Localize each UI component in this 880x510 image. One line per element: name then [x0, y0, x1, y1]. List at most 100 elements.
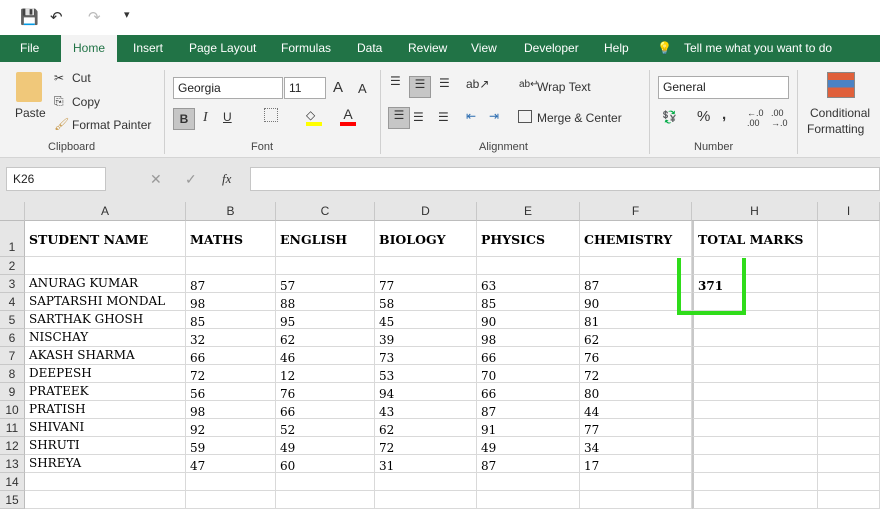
tab-view[interactable]: View [471, 41, 497, 55]
table-cell[interactable]: 94 [375, 383, 477, 401]
tab-developer[interactable]: Developer [524, 41, 579, 55]
table-cell[interactable]: SARTHAK GHOSH [25, 311, 186, 329]
accounting-format-icon[interactable]: 💱 [662, 110, 677, 124]
font-color-icon[interactable]: A [340, 106, 356, 126]
table-cell[interactable]: DEEPESH [25, 365, 186, 383]
column-header-E[interactable]: E [477, 202, 580, 221]
table-cell[interactable] [818, 257, 880, 275]
column-title-cell[interactable] [818, 221, 880, 257]
column-title-cell[interactable]: ENGLISH [276, 221, 375, 257]
column-header-B[interactable]: B [186, 202, 276, 221]
table-cell[interactable]: 12 [276, 365, 375, 383]
table-cell[interactable] [692, 293, 818, 311]
font-size-select[interactable]: 11 [284, 77, 326, 99]
tab-insert[interactable]: Insert [133, 41, 164, 55]
row-header-9[interactable]: 9 [0, 383, 25, 401]
row-header-6[interactable]: 6 [0, 329, 25, 347]
table-cell[interactable] [692, 491, 818, 509]
table-cell[interactable] [375, 257, 477, 275]
cancel-icon[interactable]: ✕ [150, 171, 162, 187]
table-cell[interactable]: 371 [692, 275, 818, 293]
table-cell[interactable] [818, 365, 880, 383]
table-cell[interactable] [186, 257, 276, 275]
table-cell[interactable] [818, 491, 880, 509]
tab-data[interactable]: Data [357, 41, 383, 55]
table-cell[interactable] [580, 473, 692, 491]
table-cell[interactable]: SHRUTI [25, 437, 186, 455]
tab-review[interactable]: Review [408, 41, 448, 55]
table-cell[interactable]: 72 [580, 365, 692, 383]
table-cell[interactable] [477, 473, 580, 491]
table-cell[interactable]: 91 [477, 419, 580, 437]
table-cell[interactable] [692, 311, 818, 329]
table-cell[interactable]: SHREYA [25, 455, 186, 473]
cut-button[interactable]: Cut [72, 71, 91, 85]
top-align-icon[interactable]: ☰ [390, 74, 401, 88]
table-cell[interactable]: 85 [186, 311, 276, 329]
increase-decimal-icon[interactable]: ←.0.00 [747, 108, 764, 128]
table-cell[interactable] [25, 473, 186, 491]
table-cell[interactable]: 44 [580, 401, 692, 419]
row-header-15[interactable]: 15 [0, 491, 25, 509]
table-cell[interactable]: 43 [375, 401, 477, 419]
column-header-H[interactable]: H [692, 202, 818, 221]
italic-button[interactable]: I [203, 110, 208, 125]
format-painter-button[interactable]: Format Painter [72, 118, 152, 132]
table-cell[interactable]: 87 [477, 455, 580, 473]
table-cell[interactable]: 76 [276, 383, 375, 401]
table-cell[interactable]: 46 [276, 347, 375, 365]
table-cell[interactable]: 49 [477, 437, 580, 455]
bold-button[interactable]: B [173, 108, 195, 130]
table-cell[interactable] [692, 257, 818, 275]
percent-button[interactable]: % [697, 108, 711, 125]
table-cell[interactable] [818, 329, 880, 347]
column-header-A[interactable]: A [25, 202, 186, 221]
table-cell[interactable]: 45 [375, 311, 477, 329]
table-cell[interactable]: PRATISH [25, 401, 186, 419]
table-cell[interactable]: 90 [477, 311, 580, 329]
font-name-select[interactable]: Georgia [173, 77, 283, 99]
table-cell[interactable]: 62 [276, 329, 375, 347]
table-cell[interactable] [692, 419, 818, 437]
column-title-cell[interactable]: CHEMISTRY [580, 221, 692, 257]
bottom-align-icon[interactable]: ☰ [439, 76, 450, 90]
table-cell[interactable]: 62 [580, 329, 692, 347]
table-cell[interactable] [692, 455, 818, 473]
table-cell[interactable]: 72 [375, 437, 477, 455]
table-cell[interactable] [818, 401, 880, 419]
table-cell[interactable]: 34 [580, 437, 692, 455]
row-header-4[interactable]: 4 [0, 293, 25, 311]
table-cell[interactable]: 73 [375, 347, 477, 365]
table-cell[interactable] [186, 491, 276, 509]
copy-button[interactable]: Copy [72, 95, 101, 109]
table-cell[interactable]: 17 [580, 455, 692, 473]
align-right-icon[interactable]: ☰ [438, 110, 449, 124]
row-header-11[interactable]: 11 [0, 419, 25, 437]
table-cell[interactable]: 98 [477, 329, 580, 347]
table-cell[interactable] [692, 329, 818, 347]
table-cell[interactable]: 60 [276, 455, 375, 473]
table-cell[interactable]: 31 [375, 455, 477, 473]
table-cell[interactable]: 77 [580, 419, 692, 437]
save-icon[interactable]: 💾 [20, 9, 39, 26]
table-cell[interactable] [477, 491, 580, 509]
row-header-7[interactable]: 7 [0, 347, 25, 365]
row-header-14[interactable]: 14 [0, 473, 25, 491]
table-cell[interactable]: 72 [186, 365, 276, 383]
align-left-icon[interactable]: ☰ [388, 107, 410, 129]
fill-color-icon[interactable]: ◇ [306, 108, 322, 126]
table-cell[interactable] [25, 257, 186, 275]
undo-icon[interactable]: ↶ [50, 9, 63, 26]
table-cell[interactable] [276, 257, 375, 275]
table-cell[interactable] [692, 347, 818, 365]
table-cell[interactable] [818, 437, 880, 455]
table-cell[interactable]: AKASH SHARMA [25, 347, 186, 365]
table-cell[interactable] [692, 401, 818, 419]
enter-icon[interactable]: ✓ [185, 171, 197, 187]
tab-formulas[interactable]: Formulas [281, 41, 332, 55]
table-cell[interactable] [580, 257, 692, 275]
table-cell[interactable] [818, 293, 880, 311]
comma-button[interactable]: , [722, 106, 727, 123]
table-cell[interactable]: 57 [276, 275, 375, 293]
table-cell[interactable]: 66 [276, 401, 375, 419]
